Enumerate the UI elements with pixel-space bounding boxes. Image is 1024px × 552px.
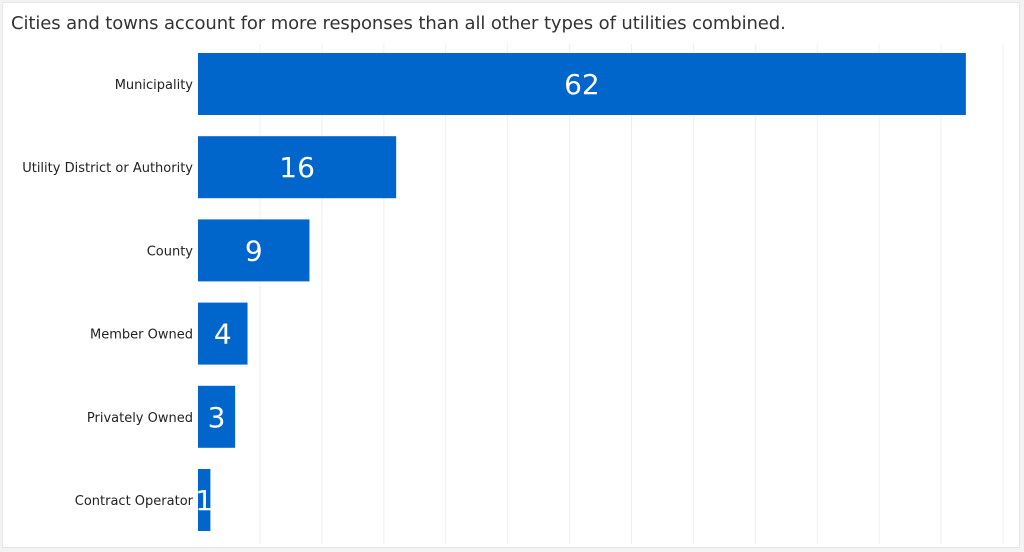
data-label: 9 — [245, 234, 263, 267]
category-label: Member Owned — [90, 328, 193, 343]
category-label: Municipality — [115, 78, 194, 93]
labels: Municipality 62 Utility District or Author… — [22, 68, 600, 517]
bar-contract-operator[interactable] — [198, 469, 211, 531]
data-label: 1 — [195, 484, 213, 517]
data-label: 4 — [214, 318, 232, 351]
bar-county[interactable] — [198, 219, 310, 282]
category-label: Privately Owned — [87, 411, 193, 426]
bars — [198, 53, 966, 531]
category-label: Utility District or Authority — [22, 161, 193, 176]
bar-municipality[interactable] — [198, 53, 966, 115]
data-label: 3 — [208, 401, 226, 434]
bar-utility-district-or-authority[interactable] — [198, 136, 397, 199]
data-label: 16 — [279, 151, 315, 184]
chart-title: Cities and towns account for more respon… — [11, 13, 786, 34]
bar-member-owned[interactable] — [198, 302, 248, 365]
grid-lines — [259, 44, 1004, 544]
category-label: County — [147, 244, 194, 259]
category-label: Contract Operator — [75, 494, 194, 509]
data-label: 62 — [564, 68, 600, 101]
bar-privately-owned[interactable] — [198, 385, 236, 448]
